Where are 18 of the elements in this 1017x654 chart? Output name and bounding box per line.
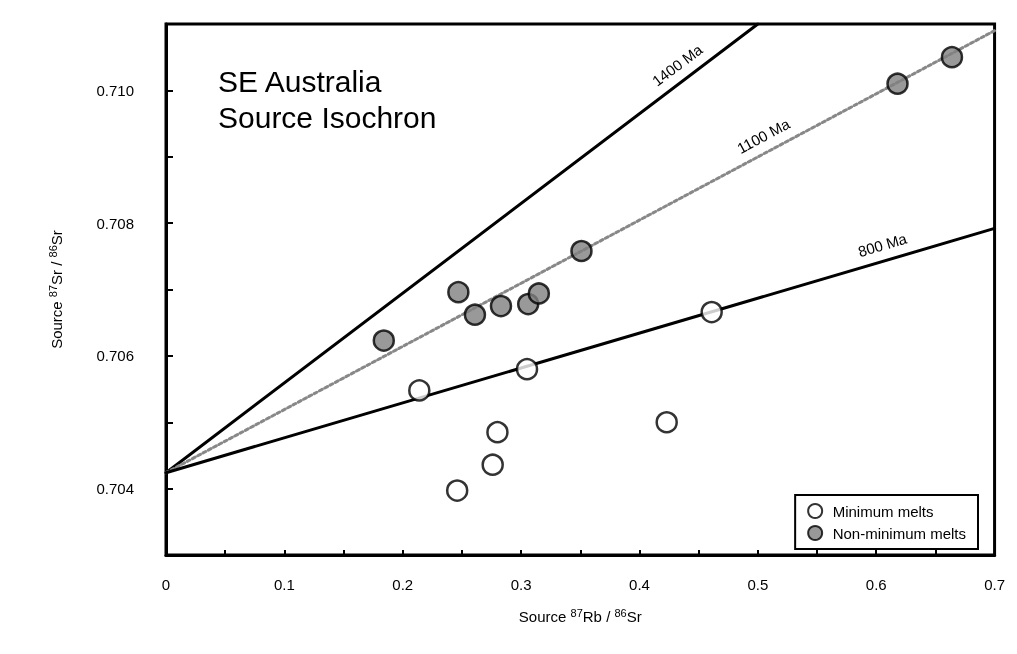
x-tick-label: 0.2	[392, 576, 414, 593]
y-tick-label: 0.708	[96, 214, 134, 232]
x-tick-label: 0.3	[510, 576, 532, 593]
y-tick-label: 0.704	[96, 480, 134, 498]
legend-label: Minimum melts	[832, 502, 934, 520]
annotation: 1100 Ma	[734, 114, 794, 157]
x-tick-label: 0.7	[984, 576, 1005, 593]
annotation: 800 Ma	[855, 229, 910, 261]
y-tick-label: 0.710	[96, 81, 134, 99]
legend-label: Non-minimum melts	[832, 524, 967, 542]
x-tick-label: 0.6	[865, 576, 887, 593]
x-tick-label: 0.5	[747, 576, 769, 593]
text: SE Australia Source Isochron	[218, 64, 437, 134]
x-tick-label: 0	[161, 576, 171, 593]
y-axis-title: Source 87Sr / 86Sr	[46, 230, 65, 349]
x-tick-label: 0.1	[273, 576, 295, 593]
y-tick-label: 0.706	[96, 347, 134, 365]
x-tick-label: 0.4	[629, 576, 650, 593]
